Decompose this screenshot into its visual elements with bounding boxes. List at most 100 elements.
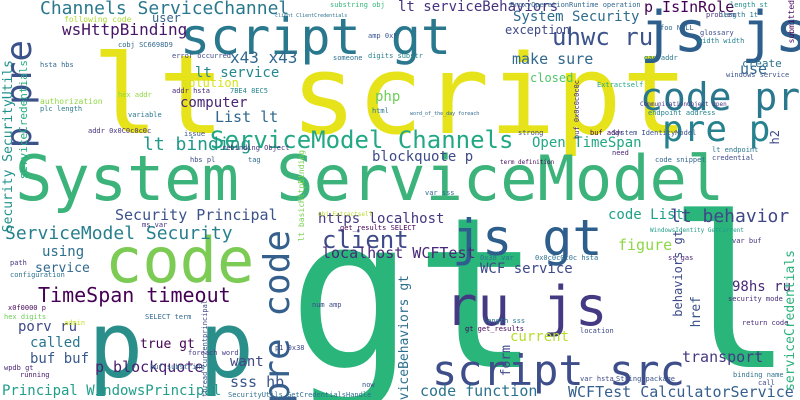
word: term definition (500, 159, 555, 166)
word: someone (333, 54, 363, 62)
word: obj Extractself (318, 211, 373, 218)
word: endpoint address (648, 109, 716, 117)
word: plc length (40, 105, 83, 113)
word: p1 0x38 (275, 344, 305, 352)
word: problem (706, 11, 736, 19)
word: addr 0x0C0c0c0c (88, 127, 152, 135)
word: num amp (312, 301, 342, 309)
word: List lt (215, 108, 279, 126)
word: using (42, 244, 85, 260)
word: p p (88, 292, 255, 399)
word: want (230, 354, 264, 370)
word: width width (698, 37, 745, 45)
word: lt serviceBehaviors (398, 0, 559, 15)
word: ServiceModel Channels (210, 126, 514, 154)
word: security mode (728, 295, 783, 303)
word: CommunicationObject Open (640, 101, 727, 108)
word: pre p (662, 109, 771, 150)
word: figure (618, 236, 673, 254)
word: error occurred (172, 52, 232, 60)
word: length 1t (720, 11, 758, 19)
word: length st (730, 1, 768, 9)
word: user (152, 11, 181, 25)
word: php (375, 89, 401, 105)
word: hex digits (4, 313, 47, 321)
word: WCFTest CalculatorService (568, 383, 794, 400)
word: 0x38 var (480, 254, 514, 262)
word: hex addr (118, 91, 152, 99)
word: lt script (92, 31, 689, 159)
word: serviceBehaviors gt (397, 275, 412, 400)
word: Open TimeSpan (532, 135, 642, 151)
word: js gt (452, 209, 603, 267)
word: behaviors gt (671, 230, 685, 317)
word: binding name (733, 371, 784, 379)
word: tag (248, 156, 261, 164)
word: client ClientCredentials (275, 13, 348, 19)
word: System ServiceModel (15, 142, 725, 215)
word: foo NULL (660, 24, 694, 32)
word: submitted (787, 0, 796, 44)
word: Extractself (597, 81, 644, 89)
word: 0x0c0c0c0c hsta (535, 254, 599, 262)
word: configuration (10, 271, 65, 279)
word: credential (712, 154, 755, 162)
word: ms var (142, 221, 168, 229)
word: ru js (445, 275, 608, 338)
word: gt lt (288, 172, 800, 400)
word: create (742, 57, 782, 70)
word: variable (128, 111, 162, 119)
word: return code (742, 319, 789, 327)
word: location (580, 327, 614, 335)
word: Security SecurityUtils (1, 60, 16, 233)
word: sss hb (230, 373, 285, 391)
word: serviceCredentials (17, 60, 30, 180)
word: cobj SC6698D9 (118, 41, 173, 49)
word: lt basicHttpBinding (297, 150, 306, 242)
word: code (105, 224, 255, 297)
word: path (10, 259, 27, 267)
word: ProxyOperationRuntime operation (510, 1, 641, 9)
word: call (758, 379, 775, 387)
word: following code (64, 15, 132, 24)
word: var sss (425, 189, 455, 197)
word: x0f0000 p (8, 304, 46, 312)
word: true gt (140, 337, 195, 352)
word: hbs pl (190, 156, 216, 164)
word: windows service (726, 71, 790, 79)
word: client (322, 226, 409, 254)
word: script src (432, 346, 685, 395)
word: buf buf (30, 351, 90, 367)
word: use (740, 60, 768, 78)
word: https localhost (318, 211, 445, 227)
word: current (510, 329, 570, 345)
word: 7BE4 8EC5 (230, 87, 268, 95)
word: ServiceModel Security (5, 223, 233, 244)
word: SELECT term (145, 313, 192, 321)
word: lt behavior (670, 206, 790, 227)
word: blockquote p (372, 149, 474, 165)
word: get_results SELECT (340, 224, 416, 232)
word: thread currentprincipal (201, 300, 209, 397)
word: wpdb gt (4, 364, 34, 372)
word: localhost WCFTest (322, 244, 476, 262)
word: glossary (700, 29, 734, 37)
word: porv ru (18, 319, 78, 335)
word: System Security (513, 9, 640, 25)
word: service (35, 261, 90, 276)
word: script gt (180, 8, 451, 66)
word: WCF service (480, 261, 573, 277)
word: p blockquote (95, 358, 204, 376)
word: closed (530, 71, 574, 85)
word: amp 0xF (368, 32, 398, 40)
word: TimeSpan timeout (38, 283, 231, 307)
word: hsta hbs (40, 61, 74, 69)
word: transport (682, 348, 764, 366)
word: authorization (40, 97, 103, 106)
word: code pre (640, 75, 800, 119)
word: addr hsta (172, 87, 210, 95)
word: lt binding (143, 134, 252, 155)
word: rebinding Object (222, 144, 290, 152)
word: buf substring (150, 363, 205, 371)
